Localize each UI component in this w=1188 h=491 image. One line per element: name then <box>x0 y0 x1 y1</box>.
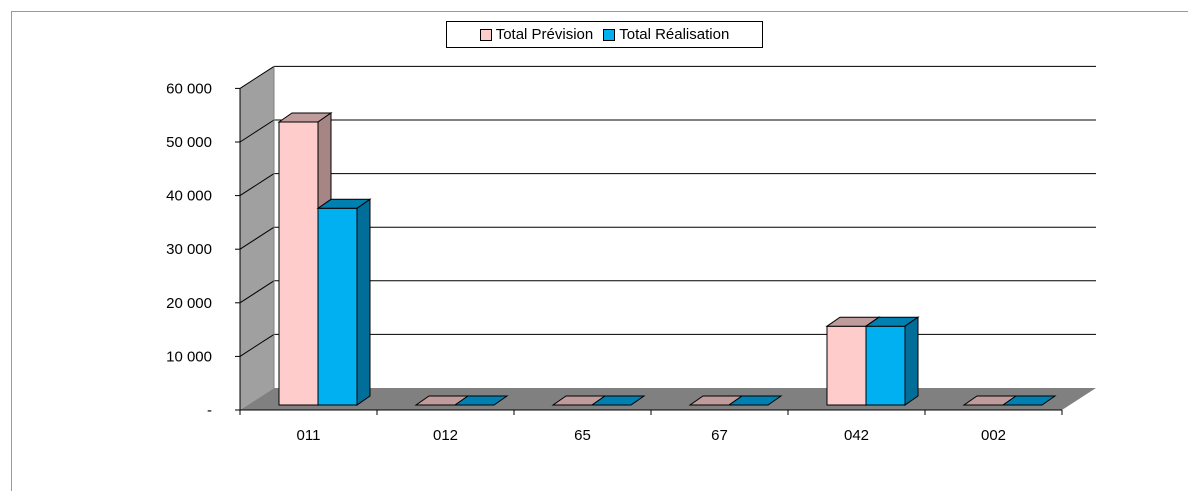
legend-label-prevision: Total Prévision <box>495 26 594 43</box>
gridline-side <box>239 173 275 197</box>
legend-swatch-realisation <box>603 28 616 41</box>
y-tick-label: 10 000 <box>166 348 212 365</box>
gridline-side <box>239 226 275 250</box>
gridline-side <box>239 333 275 357</box>
legend: Total Prévision Total Réalisation <box>446 21 763 48</box>
chart-frame <box>11 11 1188 491</box>
y-tick-label: - <box>207 402 212 419</box>
bar-front-realisation-011 <box>317 207 358 406</box>
bars <box>277 112 1057 406</box>
legend-swatch-prevision <box>479 28 492 41</box>
y-axis-ticks: - 10 000 20 000 30 000 40 000 50 000 60 000 <box>166 80 240 419</box>
bar-top-realisation-002 <box>1001 395 1057 406</box>
gridlines <box>239 65 1096 388</box>
y-tick-label: 20 000 <box>166 295 212 312</box>
gridline-side <box>239 280 275 304</box>
bar-top-realisation-65 <box>590 395 646 406</box>
bar-front-realisation-042 <box>865 325 906 406</box>
bar-top-realisation-67 <box>727 395 783 406</box>
x-tick-label: 65 <box>574 427 591 444</box>
legend-entry-prevision: Total Prévision <box>479 26 594 43</box>
x-tick-label: 67 <box>711 427 728 444</box>
legend-label-realisation: Total Réalisation <box>619 26 730 43</box>
bar-top-realisation-012 <box>453 395 509 406</box>
gridline-side <box>239 119 275 143</box>
x-tick-label: 042 <box>844 427 869 444</box>
x-tick-label: 002 <box>981 427 1006 444</box>
y-tick-label: 50 000 <box>166 134 212 151</box>
legend-entry-realisation: Total Réalisation <box>603 26 729 43</box>
bar-front-prevision-011 <box>278 121 319 406</box>
x-tick-label: 011 <box>297 427 321 444</box>
x-axis-ticks: 011 012 65 67 042 002 <box>239 410 1063 444</box>
bar-side-realisation-011 <box>356 198 371 406</box>
gridline-side <box>239 65 275 89</box>
y-tick-label: 60 000 <box>166 80 212 97</box>
x-tick-label: 012 <box>433 427 458 444</box>
bar-side-realisation-042 <box>904 316 919 406</box>
y-tick-label: 30 000 <box>166 241 212 258</box>
bar-front-prevision-042 <box>826 325 867 406</box>
y-tick-label: 40 000 <box>166 188 212 205</box>
